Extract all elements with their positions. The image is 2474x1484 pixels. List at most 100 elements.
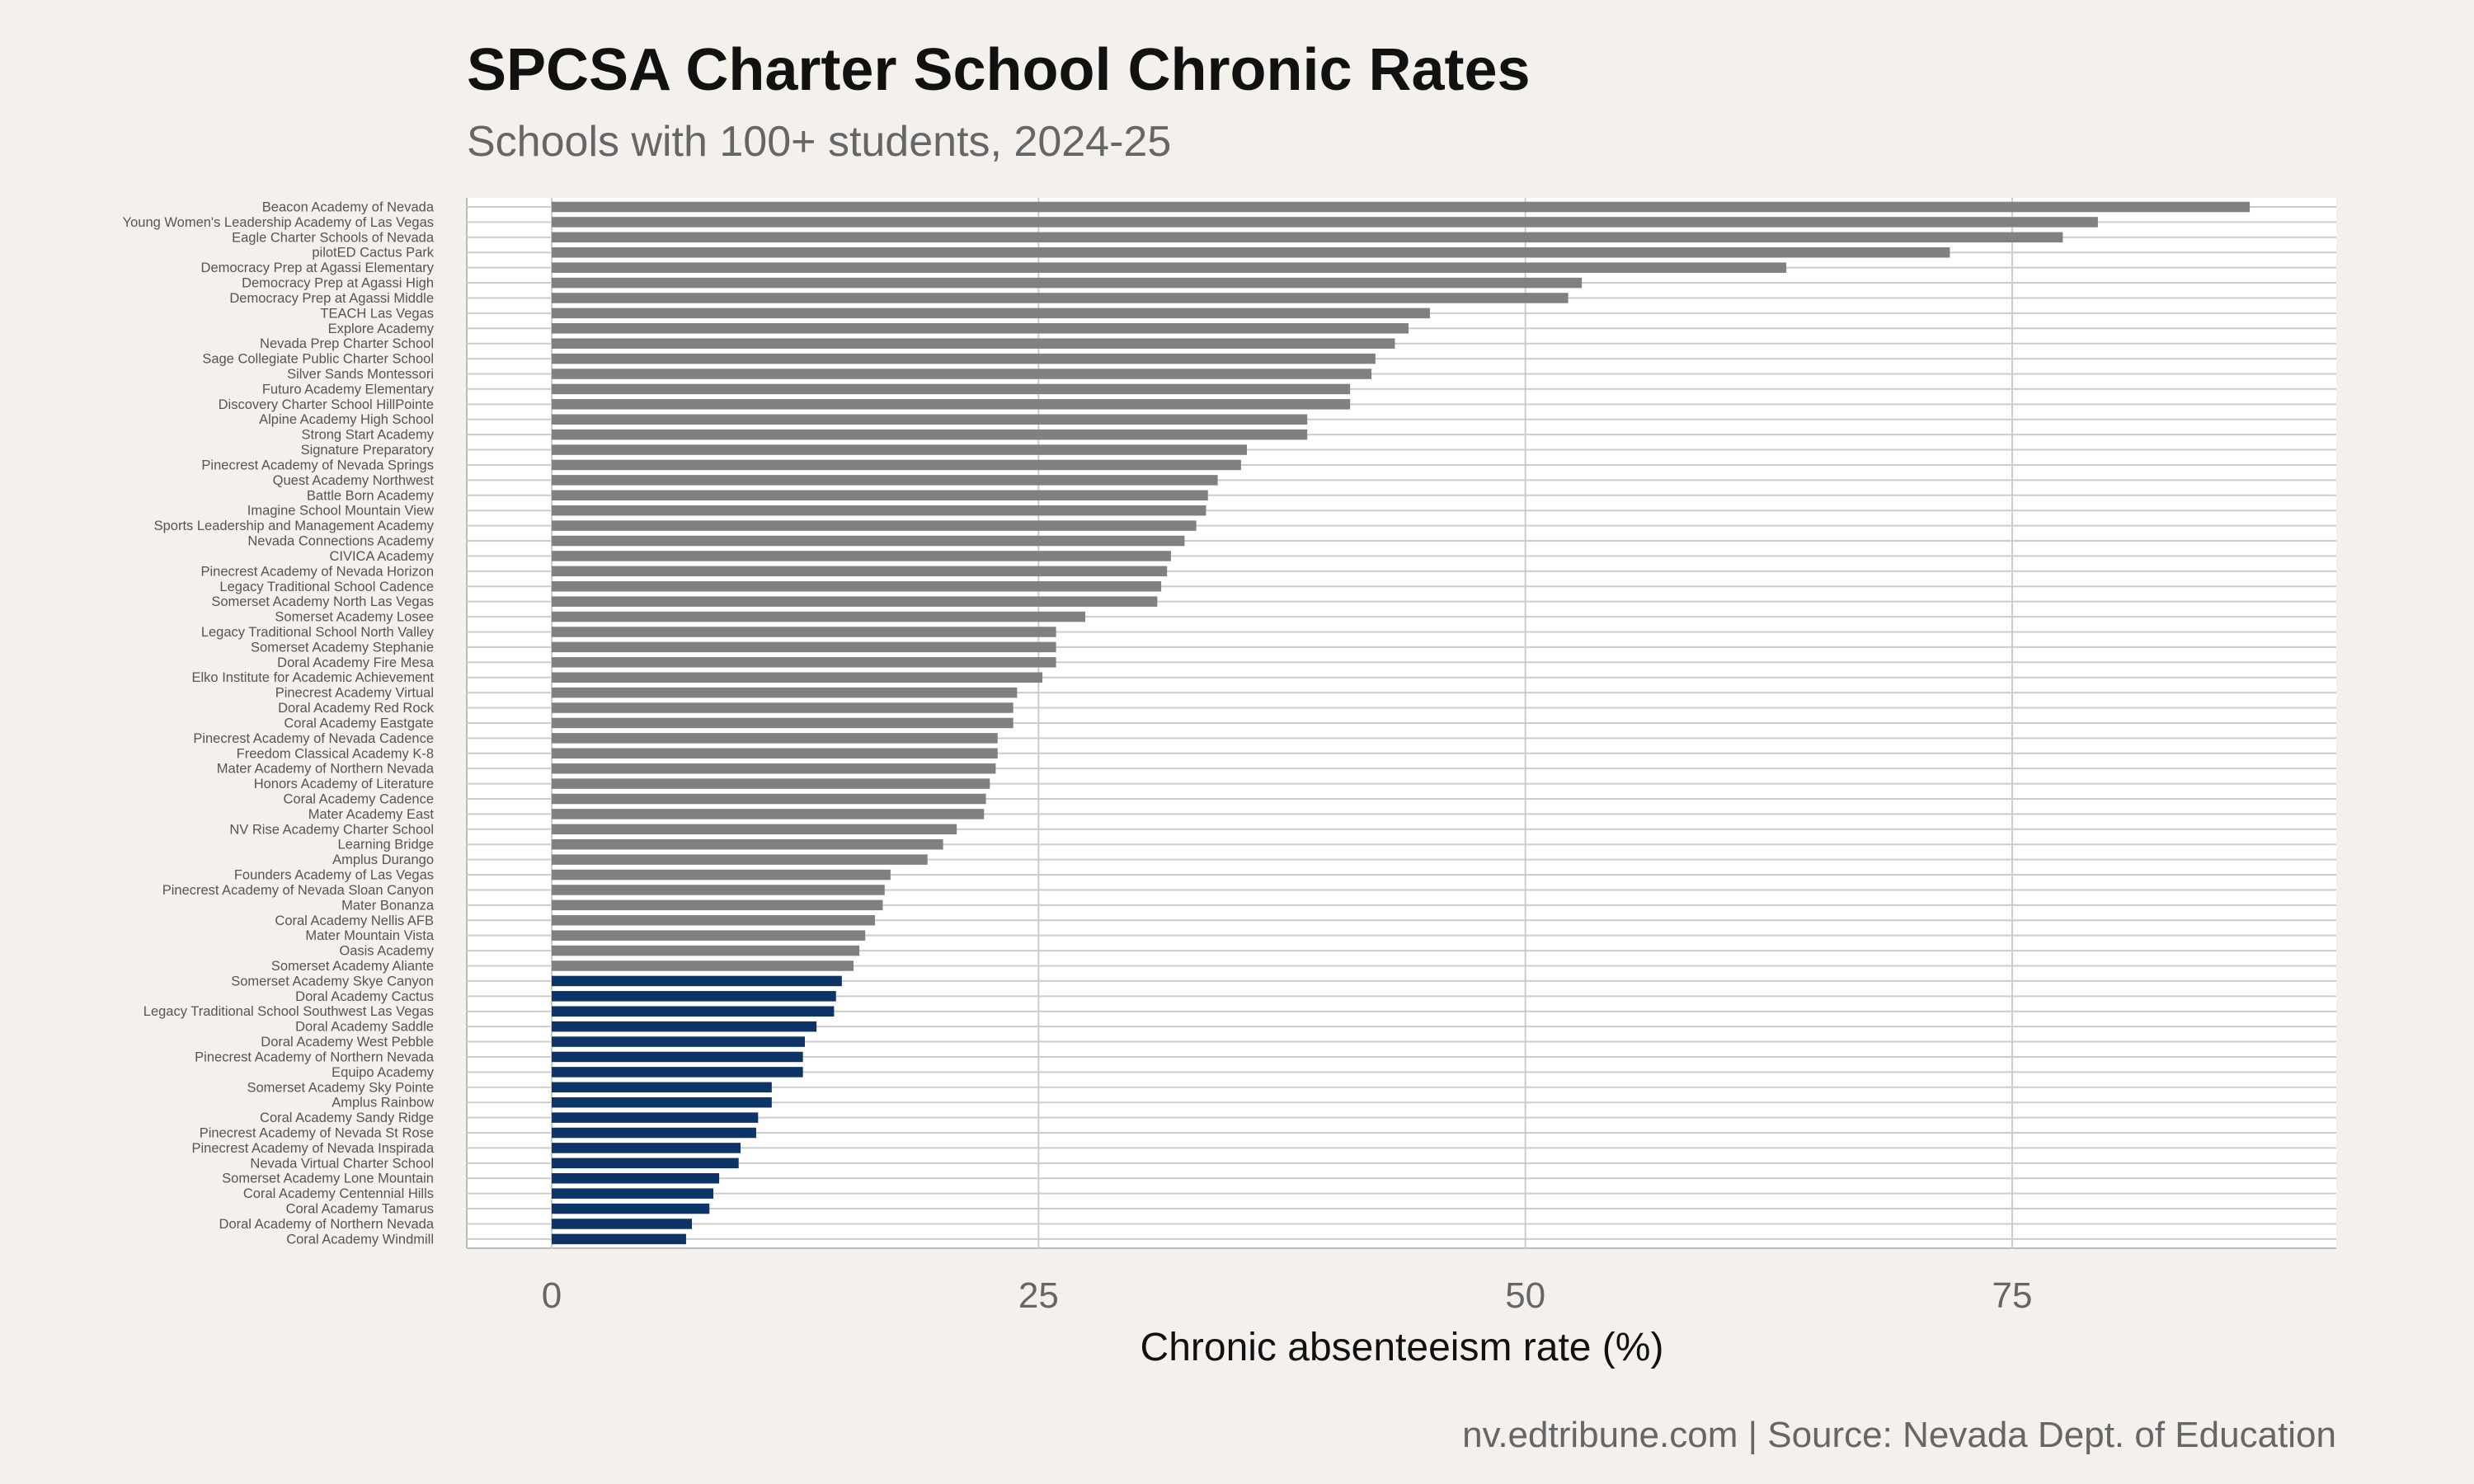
y-tick-label: Doral Academy Cactus (295, 989, 434, 1004)
bar (552, 535, 1185, 547)
y-tick-label: Explore Academy (328, 322, 435, 336)
bars (552, 201, 2251, 1245)
bar (552, 1158, 739, 1169)
y-tick-label: Legacy Traditional School North Valley (201, 625, 435, 640)
x-axis-title: Chronic absenteeism rate (%) (1141, 1326, 1664, 1369)
y-tick-label: Eagle Charter Schools of Nevada (232, 230, 435, 245)
bar (552, 383, 1351, 395)
bar (552, 960, 854, 971)
x-tick-label: 75 (1992, 1275, 2033, 1316)
bar (552, 611, 1086, 622)
y-tick-label: Coral Academy Centennial Hills (243, 1186, 434, 1201)
y-tick-label: Coral Academy Cadence (283, 791, 434, 806)
bar (552, 459, 1241, 471)
y-tick-label: Democracy Prep at Agassi Elementary (201, 261, 435, 275)
bar (552, 1021, 817, 1032)
y-tick-label: Pinecrest Academy Virtual (275, 686, 434, 701)
bar (552, 778, 990, 789)
y-tick-label: Nevada Connections Academy (247, 534, 434, 549)
y-tick-label: Mater Academy East (308, 807, 435, 822)
bar (552, 429, 1308, 440)
y-tick-label: Pinecrest Academy of Nevada Inspirada (192, 1141, 435, 1156)
bar (552, 293, 1569, 303)
y-tick-label: Mater Academy of Northern Nevada (217, 762, 435, 777)
bar (552, 581, 1162, 592)
source-caption: nv.edtribune.com | Source: Nevada Dept. … (1462, 1415, 2336, 1455)
bar (552, 793, 986, 805)
bar (552, 899, 883, 911)
y-tick-label: Doral Academy Fire Mesa (277, 655, 435, 670)
bar (552, 1051, 803, 1063)
y-tick-label: Somerset Academy Aliante (271, 959, 434, 974)
bar (552, 838, 943, 850)
y-tick-label: Battle Born Academy (307, 488, 435, 503)
bar (552, 763, 996, 774)
y-tick-label: Somerset Academy Skye Canyon (231, 974, 434, 989)
y-tick-label: Democracy Prep at Agassi Middle (229, 291, 434, 306)
x-tick-labels: 0 25 50 75 (542, 1275, 2033, 1316)
y-tick-label: Somerset Academy Losee (275, 610, 434, 625)
bar (552, 687, 1018, 698)
y-tick-label: Sports Leadership and Management Academy (154, 519, 435, 533)
bar (552, 1127, 756, 1139)
bar (552, 641, 1056, 653)
bar (552, 232, 2063, 243)
y-tick-label: Honors Academy of Literature (254, 777, 434, 791)
bar (552, 201, 2251, 213)
y-tick-label: TEACH Las Vegas (320, 306, 434, 321)
y-tick-label: Alpine Academy High School (259, 412, 434, 427)
y-tick-label: Beacon Academy of Nevada (262, 200, 435, 215)
y-tick-label: Democracy Prep at Agassi High (242, 276, 434, 291)
bar (552, 869, 891, 881)
chart-subtitle: Schools with 100+ students, 2024-25 (467, 118, 1172, 166)
y-tick-label: Equipo Academy (332, 1065, 435, 1080)
y-tick-label: Learning Bridge (338, 838, 435, 852)
bar (552, 1067, 803, 1078)
y-tick-label: NV Rise Academy Charter School (229, 822, 434, 837)
bar (552, 1203, 710, 1214)
y-tick-label: Coral Academy Windmill (286, 1232, 434, 1247)
bar (552, 1188, 713, 1199)
x-tick-label: 25 (1018, 1275, 1059, 1316)
bar (552, 854, 928, 865)
bar (552, 490, 1208, 501)
y-tick-label: Doral Academy Red Rock (278, 701, 435, 716)
y-tick-label: Sage Collegiate Public Charter School (202, 352, 434, 367)
x-tick-label: 0 (542, 1275, 562, 1316)
bar (552, 353, 1376, 364)
bar (552, 1006, 835, 1017)
y-tick-label: Pinecrest Academy of Nevada St Rose (200, 1126, 434, 1141)
bar (552, 1097, 772, 1108)
bar (552, 323, 1409, 334)
y-tick-label: Freedom Classical Academy K-8 (237, 746, 434, 761)
y-tick-label: Doral Academy of Northern Nevada (219, 1217, 435, 1232)
y-tick-label: Strong Start Academy (302, 428, 435, 443)
y-tick-label: Coral Academy Tamarus (286, 1202, 434, 1217)
y-tick-label: Pinecrest Academy of Nevada Sloan Canyon (162, 883, 434, 898)
y-tick-label: Coral Academy Nellis AFB (275, 913, 434, 928)
bar (552, 414, 1308, 425)
y-tick-label: CIVICA Academy (329, 549, 434, 564)
y-tick-label: Quest Academy Northwest (273, 473, 435, 488)
bar (552, 566, 1168, 577)
bar (552, 247, 1950, 258)
y-tick-label: Pinecrest Academy of Northern Nevada (195, 1050, 435, 1064)
bar (552, 717, 1014, 729)
bar (552, 627, 1056, 637)
y-tick-label: Futuro Academy Elementary (262, 382, 435, 397)
bar (552, 338, 1395, 349)
bar (552, 1219, 693, 1229)
bar (552, 444, 1247, 455)
bar (552, 596, 1158, 607)
y-tick-label: Somerset Academy Lone Mountain (222, 1172, 434, 1186)
bar (552, 672, 1043, 683)
y-tick-label: Silver Sands Montessori (287, 367, 434, 382)
y-tick-label: Somerset Academy Sky Pointe (247, 1080, 434, 1095)
y-tick-label: Legacy Traditional School Cadence (219, 580, 434, 594)
bar (552, 262, 1787, 273)
y-tick-label: Pinecrest Academy of Nevada Horizon (201, 564, 434, 579)
bar (552, 1082, 772, 1093)
y-tick-label: Coral Academy Sandy Ridge (260, 1111, 434, 1125)
bar (552, 885, 885, 895)
